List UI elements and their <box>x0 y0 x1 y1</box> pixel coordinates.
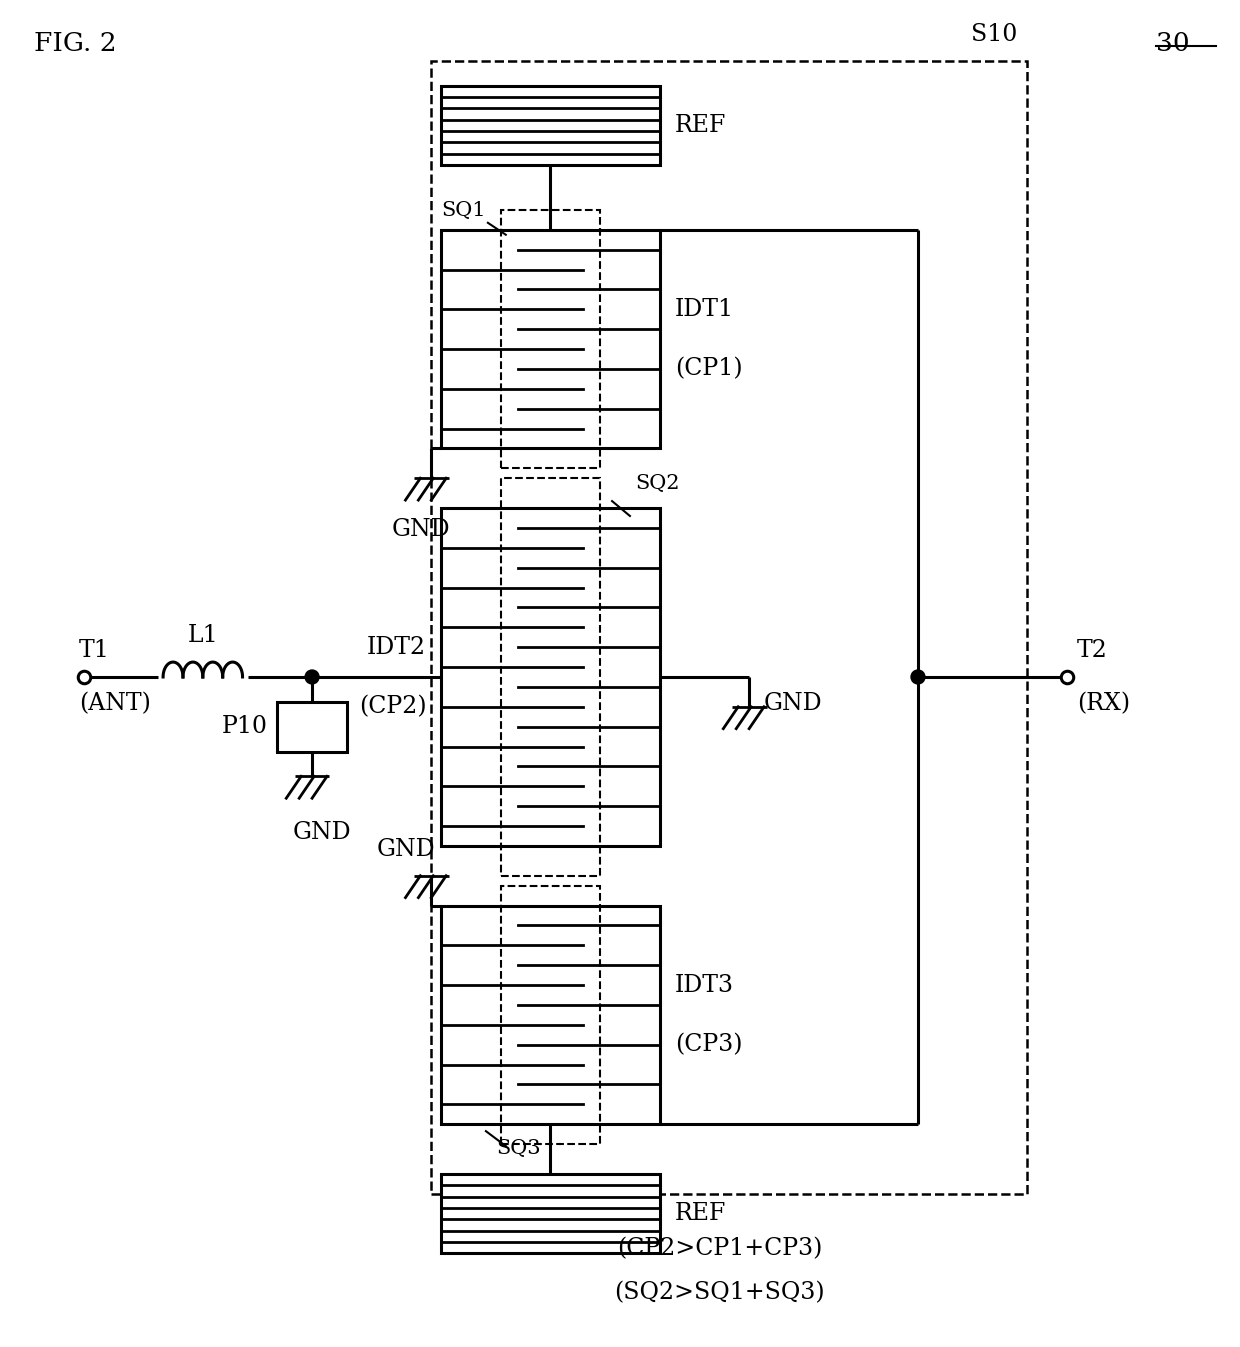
Bar <box>501 210 600 467</box>
Bar <box>441 230 660 449</box>
Text: (CP2>CP1+CP3): (CP2>CP1+CP3) <box>616 1237 822 1259</box>
Text: 30: 30 <box>1157 31 1190 57</box>
Text: S10: S10 <box>971 23 1017 46</box>
Bar <box>278 702 347 752</box>
Text: IDT3: IDT3 <box>675 974 734 997</box>
Text: REF: REF <box>675 1202 725 1226</box>
Text: (RX): (RX) <box>1076 692 1130 715</box>
Bar <box>501 478 600 877</box>
Text: (ANT): (ANT) <box>78 692 150 715</box>
Circle shape <box>911 669 925 684</box>
Bar <box>432 61 1027 1193</box>
Text: GND: GND <box>377 838 435 861</box>
Bar <box>441 1173 660 1254</box>
Bar <box>441 508 660 846</box>
Bar <box>441 86 660 166</box>
Text: GND: GND <box>392 519 450 541</box>
Text: P10: P10 <box>222 715 268 738</box>
Text: FIG. 2: FIG. 2 <box>33 31 117 57</box>
Text: GND: GND <box>293 822 351 845</box>
Text: REF: REF <box>675 114 725 137</box>
Text: SQ2: SQ2 <box>635 474 680 493</box>
Text: L1: L1 <box>187 624 218 647</box>
Bar <box>441 905 660 1125</box>
Text: T2: T2 <box>1076 638 1107 663</box>
Text: (CP1): (CP1) <box>675 357 743 380</box>
Bar <box>501 886 600 1144</box>
Circle shape <box>305 669 319 684</box>
Text: GND: GND <box>764 692 822 715</box>
Text: SQ1: SQ1 <box>441 201 486 220</box>
Text: SQ3: SQ3 <box>496 1140 541 1158</box>
Text: (SQ2>SQ1+SQ3): (SQ2>SQ1+SQ3) <box>614 1281 825 1305</box>
Text: (CP2): (CP2) <box>358 695 427 718</box>
Text: T1: T1 <box>78 638 109 663</box>
Text: IDT1: IDT1 <box>675 298 734 321</box>
Text: (CP3): (CP3) <box>675 1033 742 1056</box>
Text: IDT2: IDT2 <box>367 636 427 659</box>
